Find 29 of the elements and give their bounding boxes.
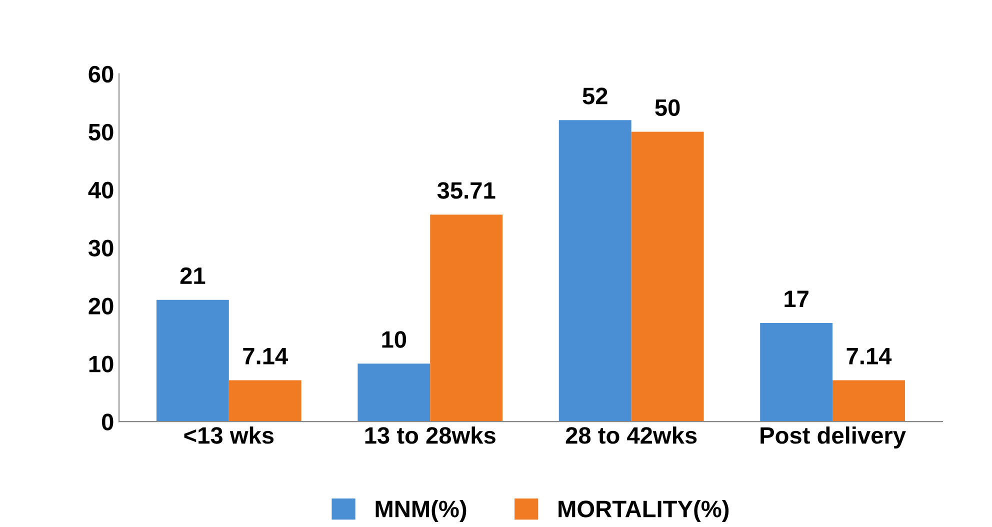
y-tick-label: 30	[88, 240, 114, 257]
bar	[832, 380, 905, 422]
data-label: 52	[582, 88, 608, 104]
bar	[358, 364, 430, 422]
legend-label: MNM(%)	[376, 500, 466, 522]
data-label: 7.14	[846, 348, 892, 364]
bar	[156, 300, 229, 422]
bar	[430, 214, 503, 422]
y-tick-label: 20	[88, 298, 114, 314]
data-label: 7.14	[243, 348, 288, 364]
x-tick-label: <13 wks	[184, 426, 274, 444]
bar	[631, 132, 704, 422]
bar	[760, 323, 833, 422]
y-tick-label: 50	[88, 124, 114, 141]
y-tick-label: 10	[89, 356, 114, 372]
x-tick-label: 13 to 28wks	[365, 426, 496, 444]
legend-label: MORTALITY(%)	[558, 500, 729, 522]
bar	[228, 380, 302, 422]
data-label: 50	[655, 99, 680, 116]
y-tick-label: 40	[88, 182, 114, 199]
data-label: 21	[180, 267, 206, 284]
y-tick-label: 0	[102, 414, 114, 430]
data-label: 10	[382, 331, 406, 348]
y-tick-label: 60	[88, 66, 114, 83]
x-tick-label: 28 to 42wks	[566, 426, 697, 444]
x-tick-label: Post delivery	[760, 426, 906, 448]
data-label: 17	[784, 290, 808, 308]
data-label: 35.71	[437, 182, 496, 199]
bar	[558, 120, 632, 422]
